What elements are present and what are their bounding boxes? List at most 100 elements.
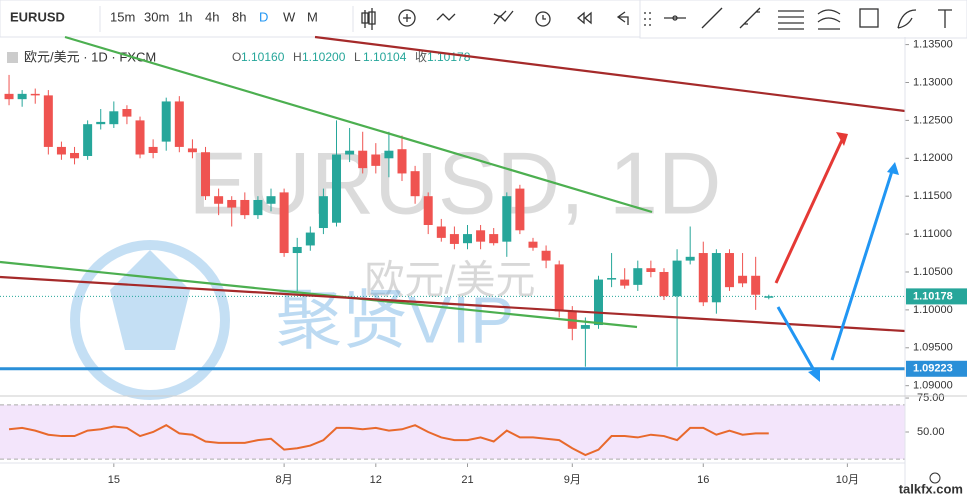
y-tick-label: 1.11000: [913, 228, 952, 240]
rect-tool[interactable]: [859, 8, 879, 28]
candle-body: [148, 146, 158, 153]
candle-body: [70, 152, 80, 159]
candle-body: [318, 196, 328, 229]
watermark-main: EURUSD, 1D: [189, 133, 722, 232]
interval-button[interactable]: 8h: [232, 9, 246, 24]
drawings: [0, 35, 906, 382]
watermark-sub: 欧元/美元: [364, 259, 535, 303]
fib-tool[interactable]: [778, 10, 804, 30]
y-tick-label: 1.12500: [913, 114, 953, 126]
candle-body: [751, 275, 761, 295]
y-tick-label: 1.11500: [913, 190, 952, 202]
trend-line: [314, 35, 906, 113]
candle-body: [738, 275, 748, 284]
y-tick-label: 1.09500: [913, 342, 953, 354]
add-icon[interactable]: [398, 9, 416, 27]
candle-body: [515, 188, 525, 231]
candle-body: [201, 152, 211, 197]
x-tick-label: 9月: [564, 474, 581, 486]
ray-tool[interactable]: [739, 7, 761, 29]
candle-body: [476, 230, 486, 242]
arrow: [774, 139, 844, 284]
candle-body: [279, 192, 289, 254]
candle-body: [698, 253, 708, 303]
candle-body: [633, 268, 643, 285]
candle-body: [397, 149, 407, 174]
intervals: 15m 30m 1h 4h 8h D W M: [110, 9, 318, 24]
interval-button[interactable]: W: [283, 9, 296, 24]
interval-button[interactable]: 1h: [178, 9, 192, 24]
candle-body: [436, 226, 446, 238]
candle-body: [646, 268, 656, 272]
candle-body: [384, 150, 394, 159]
y-tick-label: 1.10500: [913, 266, 953, 278]
y-tick-label: 1.13500: [913, 39, 953, 51]
y-tick-label: 50.00: [917, 426, 945, 438]
candle-body: [266, 196, 276, 204]
indicator-icon[interactable]: [436, 13, 456, 21]
ohlc-label: O: [232, 50, 241, 64]
candle-body: [56, 146, 66, 155]
candle-body: [449, 234, 459, 244]
candle-body: [659, 271, 669, 297]
ohlc-values: O 1.10160 H 1.10200 L 1.10104 收 1.10178: [232, 50, 471, 64]
interval-button[interactable]: 30m: [144, 9, 169, 24]
interval-button[interactable]: 15m: [110, 9, 135, 24]
candle-body: [423, 196, 433, 225]
y-tick-label: 1.09000: [913, 380, 953, 392]
replay-icon[interactable]: [576, 11, 592, 25]
ohlc-value: 1.10178: [427, 50, 471, 64]
candle-body: [620, 279, 630, 286]
interval-button[interactable]: D: [259, 9, 268, 24]
trend-line: [0, 275, 906, 333]
candle-body: [135, 120, 145, 155]
x-tick-label: 16: [697, 474, 709, 486]
candle-body: [17, 93, 27, 100]
x-tick-label: 8月: [276, 474, 293, 486]
plot: 1.13500 1.13000 1.12500 1.12000 1.11500 1.110…: [0, 39, 967, 486]
x-tick-label: 10月: [836, 474, 859, 486]
candle-body: [502, 196, 512, 242]
candle-body: [305, 232, 315, 246]
x-tick-label: 15: [108, 474, 120, 486]
candles-icon[interactable]: [361, 8, 376, 30]
candle-body: [528, 241, 538, 248]
drawing-toolbar: [639, 0, 967, 39]
ohlc-label: H: [293, 50, 302, 64]
symbol[interactable]: EURUSD: [10, 9, 65, 24]
candle-body: [187, 148, 197, 153]
y-tick-label: 1.13000: [913, 76, 953, 88]
trend-tool[interactable]: [701, 7, 723, 29]
brush-tool[interactable]: [897, 9, 917, 29]
candle-body: [462, 234, 472, 244]
legend-title: 欧元/美元 · 1D · FXCM: [24, 49, 156, 64]
legend-collapse[interactable]: [7, 52, 18, 63]
candle-body: [593, 279, 603, 326]
candle-body: [711, 253, 721, 303]
settings-icon[interactable]: [929, 472, 941, 484]
undo-icon[interactable]: [616, 11, 629, 25]
ohlc-value: 1.10200: [302, 50, 346, 64]
candle-body: [240, 199, 250, 216]
ohlc-label: L: [354, 50, 361, 64]
price-label-box: [906, 288, 967, 305]
candle-body: [122, 109, 132, 117]
price-label: 1.10178: [913, 290, 953, 302]
candle-body: [30, 93, 40, 96]
alert-icon[interactable]: [535, 11, 551, 27]
candle-body: [292, 246, 302, 254]
interval-button[interactable]: M: [307, 9, 318, 24]
candle-body: [371, 154, 381, 166]
candle-body: [161, 101, 171, 142]
candle-body: [214, 196, 224, 204]
candle-body: [580, 325, 590, 329]
text-tool[interactable]: [938, 9, 952, 28]
compare-icon[interactable]: [493, 10, 514, 25]
candle-body: [332, 154, 342, 223]
pitchfork-tool[interactable]: [817, 9, 841, 30]
interval-button[interactable]: 4h: [205, 9, 219, 24]
candle-body: [724, 253, 734, 288]
candle-body: [685, 256, 695, 261]
